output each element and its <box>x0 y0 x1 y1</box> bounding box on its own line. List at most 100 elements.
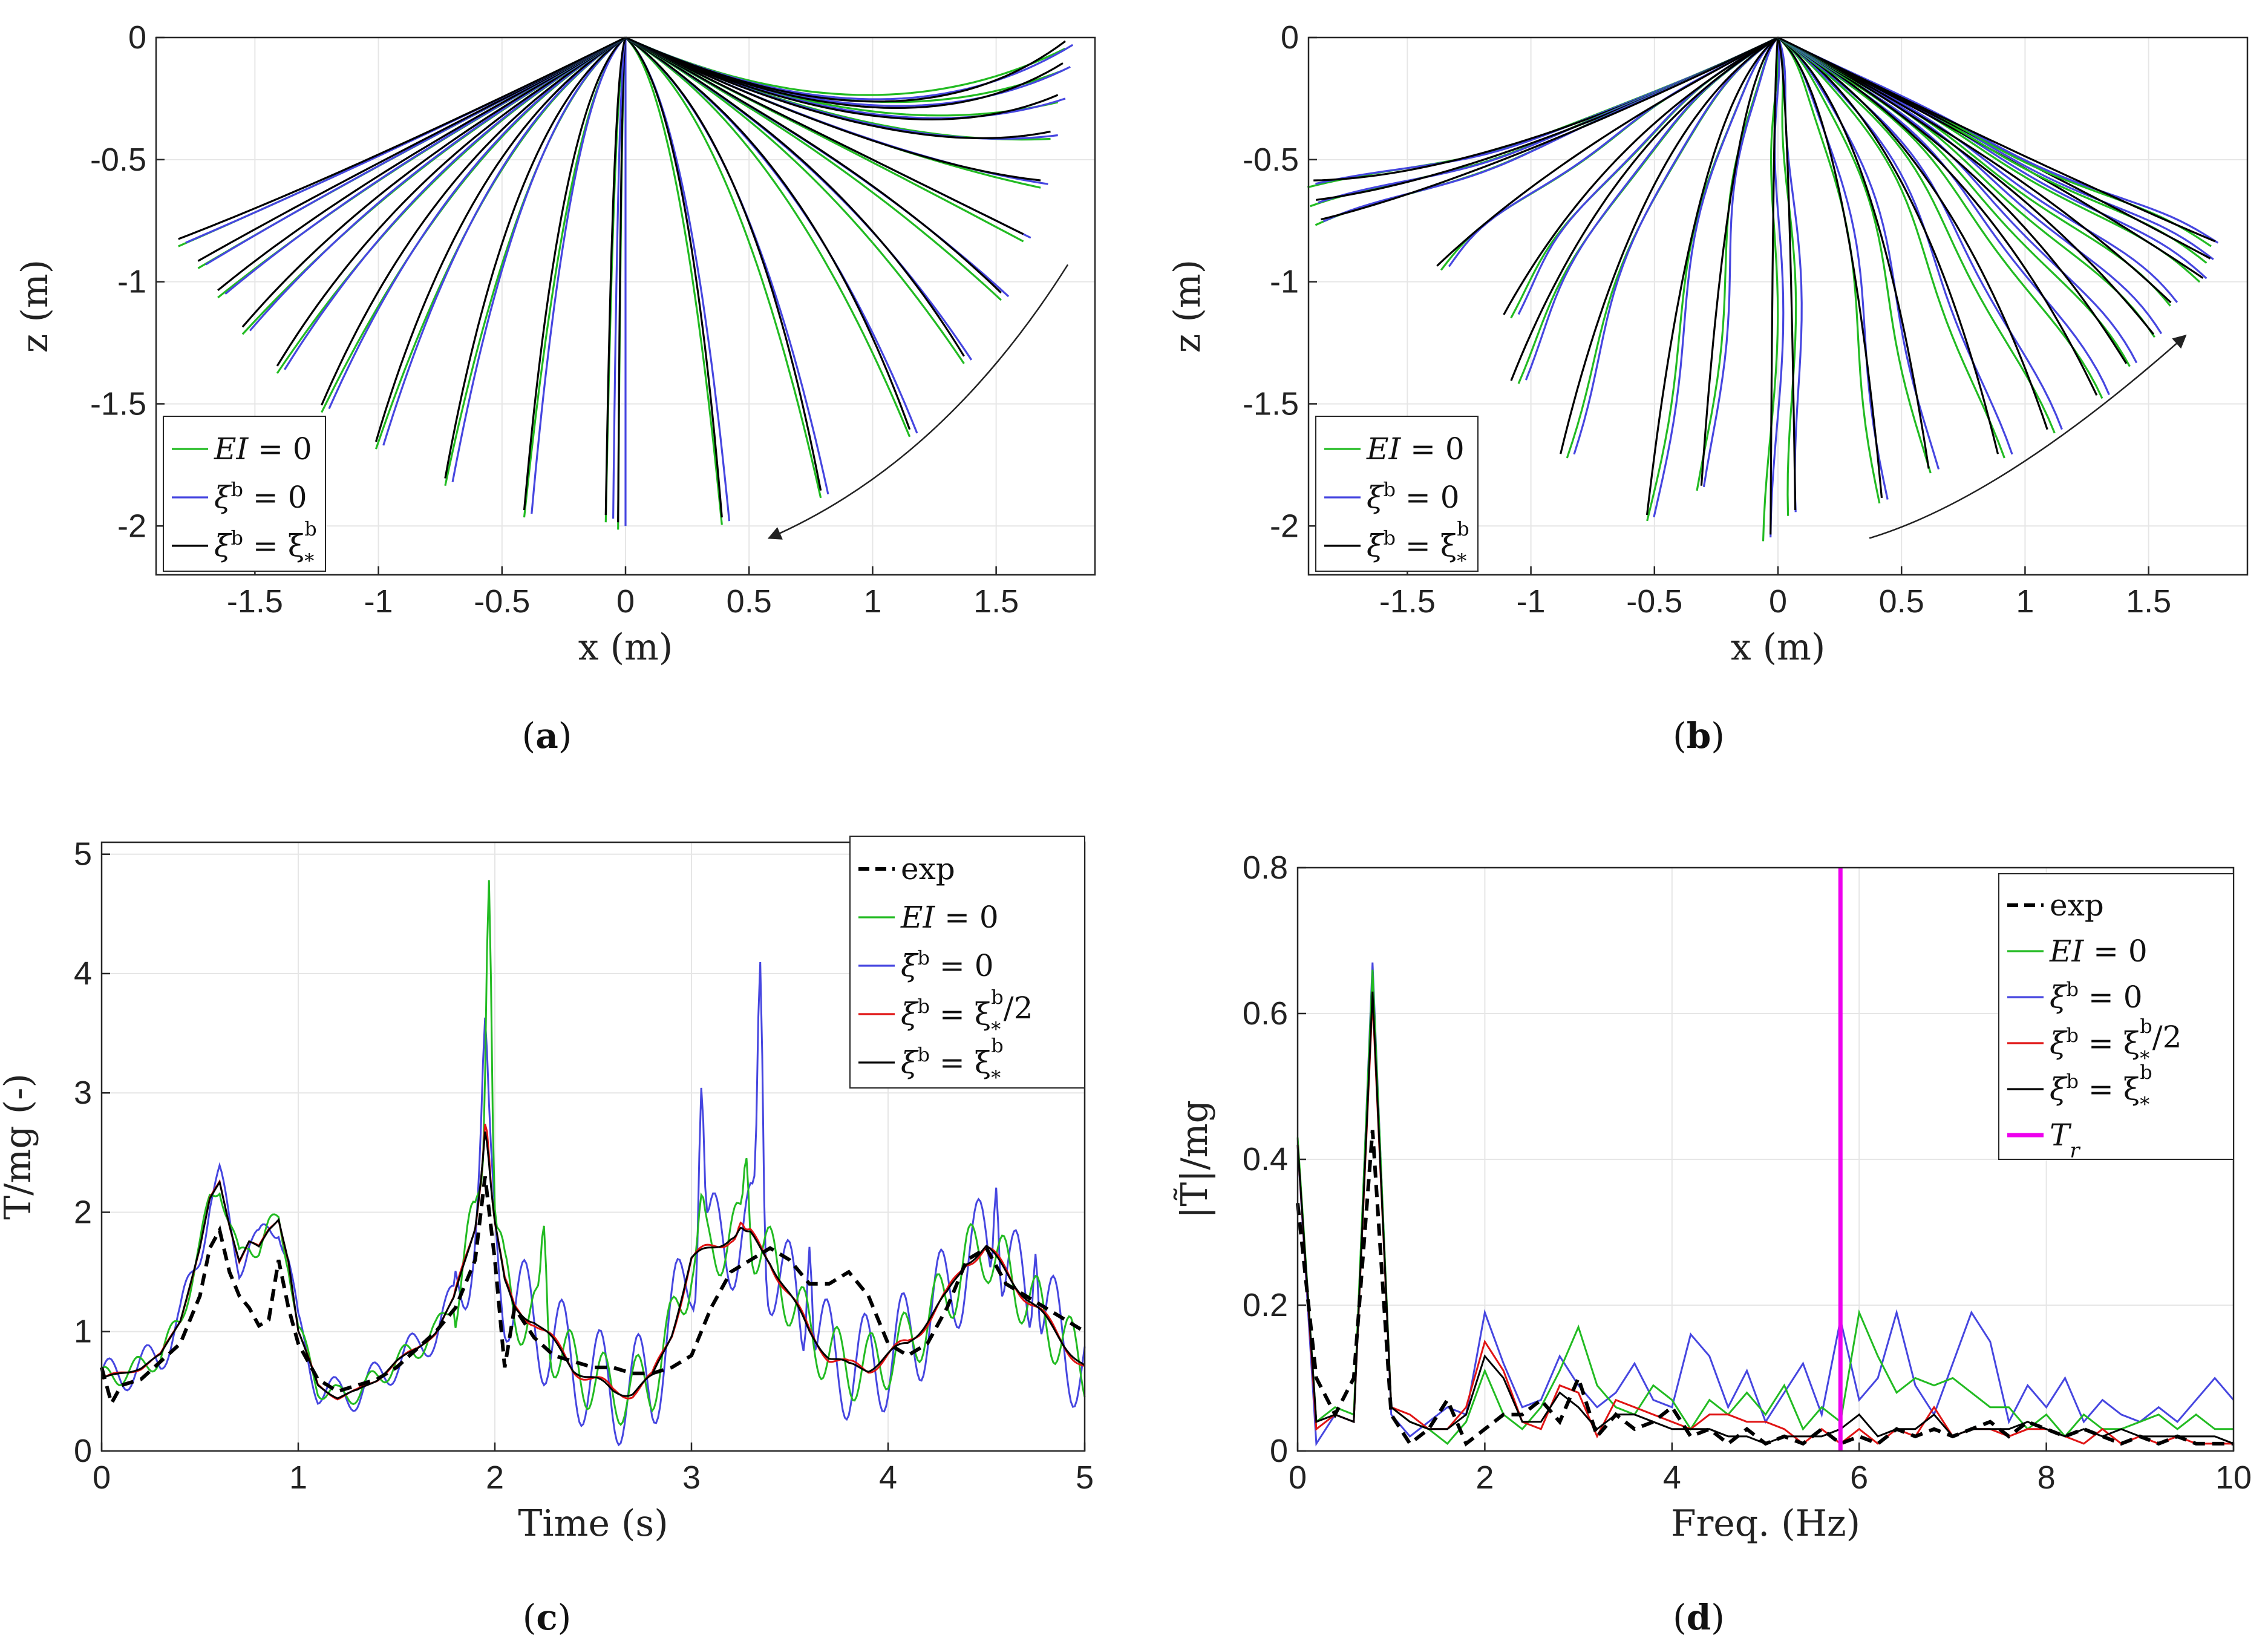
cable-blue <box>1770 37 1785 538</box>
cable-blue <box>1448 36 1779 267</box>
cable-blue <box>1653 36 1779 518</box>
cable-blue <box>612 37 627 519</box>
y-tick-label: 0 <box>1281 19 1299 56</box>
cable-green <box>624 36 723 525</box>
legend-label: exp <box>2050 888 2104 923</box>
cable-black <box>1510 36 1779 381</box>
cable-black <box>1777 36 1999 454</box>
legend-label: ξb = 0 <box>2050 978 2143 1015</box>
cable-black <box>1321 36 1779 221</box>
cable-black <box>276 36 626 367</box>
x-axis-label: x (m) <box>1731 626 1826 669</box>
y-tick-label: -2 <box>117 508 146 544</box>
cable-black <box>1645 36 1779 516</box>
cable-green <box>1777 36 1881 504</box>
cable-blue <box>1702 36 1779 487</box>
x-tick-label: 2 <box>1476 1459 1494 1496</box>
y-axis-label: z (m) <box>14 260 56 353</box>
cable-black <box>178 36 626 240</box>
legend-label: EI = 0 <box>900 900 999 935</box>
panel-c: 0 1 2 3 4 5 0 1 2 3 4 5 Time (s) T/mg (-) exp EI = 0 ξb … <box>0 836 1094 1545</box>
cable-black <box>1777 36 2128 364</box>
y-tick-label: 5 <box>74 836 92 873</box>
cable-green <box>1777 36 2056 434</box>
rotation-arrow <box>767 264 1069 540</box>
cable-black <box>625 36 1051 140</box>
cable-blue <box>1517 36 1779 315</box>
legend-box <box>1998 873 2234 1160</box>
series-exp <box>1296 1130 2234 1447</box>
x-tick-label: 2 <box>486 1459 504 1496</box>
cable-green <box>1315 36 1779 226</box>
caption-c-letter: c <box>536 1597 557 1638</box>
cable-black <box>1700 36 1779 486</box>
x-tick-label: 3 <box>682 1459 701 1496</box>
cable-green <box>1510 36 1779 319</box>
legend-label: exp <box>901 851 955 886</box>
cable-black <box>1777 36 1883 499</box>
cable-black <box>1777 36 2216 243</box>
cable-green <box>625 36 822 499</box>
x-tick-label: 1.5 <box>2126 583 2171 620</box>
cable-black <box>625 36 1041 182</box>
legend-box <box>849 836 1085 1089</box>
cable-black <box>241 36 626 328</box>
axes-frame <box>1307 36 2249 576</box>
x-tick-label: 1 <box>289 1459 307 1496</box>
x-tick-label: 6 <box>1850 1459 1868 1496</box>
rotation-arrow <box>1869 334 2187 539</box>
y-tick-label: 4 <box>74 955 92 992</box>
cable-green <box>1777 36 2005 459</box>
series-blue <box>100 961 1086 1447</box>
cable-green <box>1777 36 1932 474</box>
y-tick-label: -0.5 <box>90 142 146 178</box>
y-axis-label: |T̃|/mg <box>1173 1100 1216 1219</box>
y-tick-label: 0.4 <box>1243 1141 1288 1177</box>
cable-blue <box>451 36 626 482</box>
series-exp <box>100 1176 1086 1409</box>
cable-black <box>523 36 627 511</box>
cable-black <box>1777 36 2098 396</box>
x-tick-label: 8 <box>2038 1459 2056 1496</box>
series-green <box>100 880 1086 1426</box>
cable-black <box>1560 36 1779 454</box>
y-tick-label: -0.5 <box>1243 142 1299 178</box>
x-tick-label: 0.5 <box>727 583 772 620</box>
caption-b: (b) <box>1673 715 1725 756</box>
y-tick-label: 0.2 <box>1243 1287 1288 1323</box>
cable-green <box>321 36 626 413</box>
x-axis-label: Time (s) <box>518 1502 668 1545</box>
cable-blue <box>1777 36 2063 430</box>
cable-black <box>444 36 626 479</box>
legend-label: ξb = ξ*b <box>901 1034 1004 1089</box>
cable-black <box>1777 36 2172 304</box>
x-tick-label: 0 <box>616 583 635 620</box>
y-tick-label: -1 <box>117 264 146 300</box>
cable-green <box>1646 36 1779 522</box>
cable-black <box>1777 36 2048 430</box>
cable-green <box>276 36 626 374</box>
legend-label: ξb = 0 <box>214 478 307 515</box>
cable-blue <box>1573 36 1779 455</box>
y-axis-label: T/mg (-) <box>0 1073 39 1220</box>
y-tick-label: -1 <box>1270 264 1299 300</box>
caption-a: (a) <box>522 715 572 756</box>
cable-green <box>625 36 1051 141</box>
cable-black <box>1777 37 1797 511</box>
cable-black <box>217 36 626 292</box>
cable-black <box>374 36 626 442</box>
axes-frame <box>100 841 1086 1452</box>
axes-frame <box>155 36 1096 576</box>
cable-black <box>1436 36 1779 267</box>
cable-blue <box>382 36 626 446</box>
cable-blue <box>1777 36 2219 244</box>
x-tick-label: -0.5 <box>474 583 530 620</box>
panel-a: -1.5 -1 -0.5 0 0.5 1 1.5 0 -0.5 -1 -1.5 -2 x (m) z (m… <box>14 19 1096 669</box>
caption-b-letter: b <box>1687 715 1711 756</box>
cable-green <box>1762 37 1779 542</box>
cable-blue <box>531 36 627 514</box>
x-axis-label: Freq. (Hz) <box>1671 1502 1860 1545</box>
cable-black <box>625 36 1066 103</box>
x-tick-label: 1 <box>2016 583 2034 620</box>
x-tick-label: -1.5 <box>227 583 283 620</box>
